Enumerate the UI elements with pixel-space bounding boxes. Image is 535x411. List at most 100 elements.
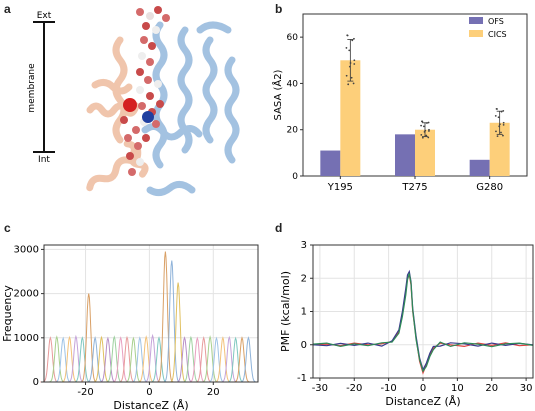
y-tick-label: 1000 [14,333,39,344]
sample-point [498,123,501,126]
panel-label-c: c [4,221,11,235]
sample-point [502,109,505,112]
y-tick-label: 2000 [14,289,39,300]
y-tick-label: 40 [287,79,299,89]
y-tick-label: 2 [301,273,307,284]
y-tick-label: 0 [301,340,307,351]
x-tick-label: Y195 [327,182,353,193]
legend-label-cics: CICS [488,30,507,39]
sample-point [502,123,505,126]
sample-point [349,62,352,64]
panel-label-b: b [275,2,283,16]
sample-point [496,135,499,138]
blue-residue-sphere [142,111,154,123]
protein-structure-illustration: Ext Int membrane [27,6,240,197]
sample-point [346,34,349,37]
x-tick-label: -20 [77,387,93,398]
bar-cics [340,60,361,176]
bar-cics [489,122,510,176]
bar-cics [415,129,435,176]
bar-ofs [469,159,490,176]
sample-point [497,116,500,119]
panel-label-a: a [4,2,11,16]
y-tick-label: 0 [292,172,298,182]
x-tick-label: 10 [451,383,464,394]
x-tick-label: 20 [485,383,498,394]
y-tick-label: 3000 [14,244,39,255]
scale-caption: membrane [27,63,37,113]
pmf-curve [312,273,534,373]
legend-swatch-cics [469,30,483,37]
x-axis-label: DistanceZ (Å) [385,395,460,408]
sample-point [494,115,497,117]
sample-point [351,39,354,42]
solvent-molecule-cluster [120,6,170,176]
y-axis-label: Frequency [1,285,14,342]
x-axis-label: DistanceZ (Å) [113,399,188,411]
sample-point [345,47,348,49]
sasa-bar-chart: 0 20 40 60 SASA (Å2) Y195 T275 G280 OFS CICS [271,13,528,193]
sample-point [495,130,497,133]
plot-frame [43,244,259,383]
sample-point [502,121,505,124]
sample-point [502,134,504,137]
y-tick-label: 1 [301,307,307,318]
sample-point [426,122,428,124]
bar-ofs [320,150,341,176]
sample-point [348,49,351,52]
sample-point [428,130,430,132]
x-tick-label: -10 [380,383,396,394]
red-residue-sphere [123,98,137,112]
sample-point [500,131,502,134]
sample-point [424,129,427,132]
x-tick-label: -30 [312,383,328,394]
x-tick-label: 30 [520,383,533,394]
sample-point [427,136,430,139]
histogram-window [148,336,169,383]
y-tick-label: 3 [301,240,307,251]
panel-c: c -20 0 20 0 1000 2000 3000 DistanceZ (Å) Freque… [0,205,265,411]
y-tick-label: 60 [287,33,299,43]
panel-label-d: d [275,221,283,235]
sample-point [498,125,501,128]
histogram-window [167,282,189,383]
sample-point [345,74,348,77]
blue-helices [141,21,240,197]
sample-point [500,110,503,113]
sample-point [421,136,424,139]
sample-point [352,82,355,85]
histogram-window [161,260,182,383]
panel-a: a Ext Int membrane [0,0,265,205]
sample-point [347,83,350,86]
y-tick-label: 0 [33,377,39,388]
sample-point [420,120,423,123]
panel-b: b 0 20 40 60 SASA (Å2) Y195 T275 G280 OFS CICS [265,0,535,205]
sample-point [353,37,355,40]
sample-point [353,59,356,62]
bar-ofs [395,134,415,176]
scale-top-label: Ext [37,11,52,21]
sample-point [420,133,423,136]
histogram-window [40,336,60,383]
sample-point [348,65,351,68]
sample-point [420,124,423,127]
sample-point [495,107,498,110]
peach-helices [86,36,149,192]
y-tick-label: -1 [297,373,307,384]
legend-swatch-ofs [469,17,483,24]
x-tick-label: 0 [146,387,152,398]
legend-label-ofs: OFS [488,17,504,26]
sample-point [350,76,353,79]
y-tick-label: 20 [287,126,299,136]
y-axis-label: SASA (Å2) [271,69,284,120]
frequency-histogram-chart: -20 0 20 0 1000 2000 3000 DistanceZ (Å) Frequenc… [1,244,259,411]
scale-bottom-label: Int [38,155,50,165]
x-tick-label: G280 [476,182,503,193]
sample-point [353,63,356,65]
sample-point [425,134,428,137]
panel-d: d -30 -20 -10 0 10 20 30 -1 0 1 2 3 DistanceZ (Å) PMF… [265,205,535,411]
sample-point [427,121,430,124]
histogram-window [155,251,175,383]
sample-point [422,125,425,128]
